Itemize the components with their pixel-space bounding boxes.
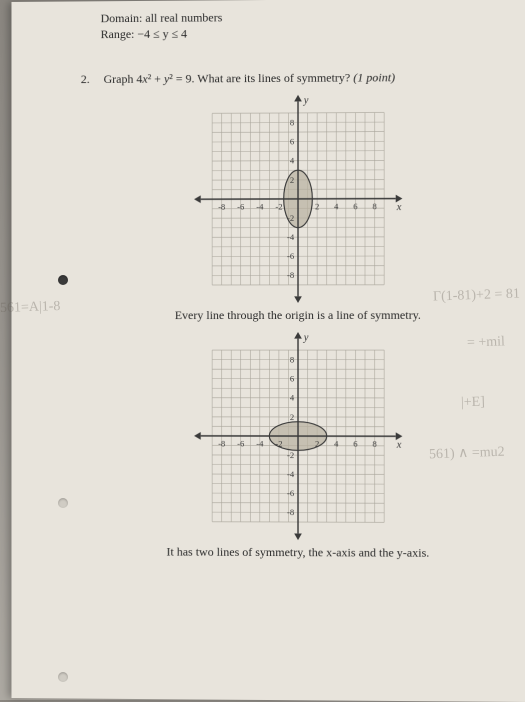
svg-text:-2: -2: [275, 439, 282, 449]
svg-text:-8: -8: [287, 270, 294, 280]
svg-text:2: 2: [314, 439, 318, 449]
svg-text:4: 4: [334, 201, 339, 211]
svg-text:2: 2: [289, 412, 293, 422]
svg-text:y: y: [302, 95, 308, 106]
svg-text:6: 6: [289, 137, 294, 147]
svg-text:-8: -8: [287, 507, 294, 517]
svg-text:-6: -6: [237, 202, 245, 212]
caption-2: It has two lines of symmetry, the x-axis…: [101, 544, 496, 561]
svg-text:-2: -2: [287, 450, 294, 460]
svg-text:6: 6: [289, 374, 294, 384]
radio-option-2[interactable]: [58, 498, 68, 508]
svg-text:x: x: [395, 202, 401, 213]
question-text-a: Graph 4: [104, 72, 143, 86]
svg-text:-8: -8: [218, 202, 225, 212]
graph-option-2[interactable]: -8 -8 -6 -6 -4 -4 -2 -2 2 2 4 4 6 6 8 8 x y It has two li…: [101, 331, 496, 561]
graph-option-1[interactable]: -8 -8 -6 -6 -4 -4 -2 -2 2 2 4 4 6 6 8 8 x y Every line th…: [101, 93, 496, 323]
question-text-c: ² +: [148, 72, 164, 86]
svg-text:8: 8: [372, 201, 376, 211]
svg-text:2: 2: [289, 175, 293, 185]
svg-text:4: 4: [334, 439, 339, 449]
caption-1: Every line through the origin is a line …: [101, 308, 496, 323]
svg-text:-6: -6: [287, 488, 295, 498]
svg-text:-2: -2: [287, 213, 294, 223]
svg-text:-4: -4: [287, 232, 295, 242]
question-points: (1 point): [353, 70, 395, 84]
svg-text:4: 4: [289, 393, 294, 403]
svg-text:8: 8: [289, 118, 293, 128]
worksheet-paper: Domain: all real numbers Range: −4 ≤ y ≤…: [11, 0, 525, 702]
svg-text:-4: -4: [256, 439, 264, 449]
svg-text:-4: -4: [256, 202, 264, 212]
radio-option-3[interactable]: [58, 672, 68, 682]
range-text: Range: −4 ≤ y ≤ 4: [101, 24, 496, 42]
svg-text:4: 4: [289, 156, 294, 166]
coordinate-graph-2: -8 -8 -6 -6 -4 -4 -2 -2 2 2 4 4 6 6 8 8 x y: [193, 331, 403, 542]
svg-text:8: 8: [289, 355, 293, 365]
svg-text:-8: -8: [218, 439, 225, 449]
question-text-e: ² = 9. What are its lines of symmetry?: [169, 71, 353, 86]
svg-text:-6: -6: [287, 251, 295, 261]
question-line: 2. Graph 4x² + y² = 9. What are its line…: [101, 70, 496, 87]
svg-text:-4: -4: [287, 469, 295, 479]
svg-text:2: 2: [314, 201, 318, 211]
svg-text:x: x: [395, 440, 401, 451]
svg-text:-2: -2: [275, 202, 282, 212]
radio-option-1[interactable]: [58, 275, 68, 285]
svg-text:y: y: [302, 333, 308, 344]
svg-text:6: 6: [353, 439, 358, 449]
svg-text:-6: -6: [237, 439, 245, 449]
domain-range-block: Domain: all real numbers Range: −4 ≤ y ≤…: [101, 8, 496, 42]
svg-text:6: 6: [353, 201, 358, 211]
coordinate-graph-1: -8 -8 -6 -6 -4 -4 -2 -2 2 2 4 4 6 6 8 8 x y: [193, 93, 403, 304]
question-number: 2.: [81, 72, 101, 87]
svg-text:8: 8: [372, 439, 376, 449]
